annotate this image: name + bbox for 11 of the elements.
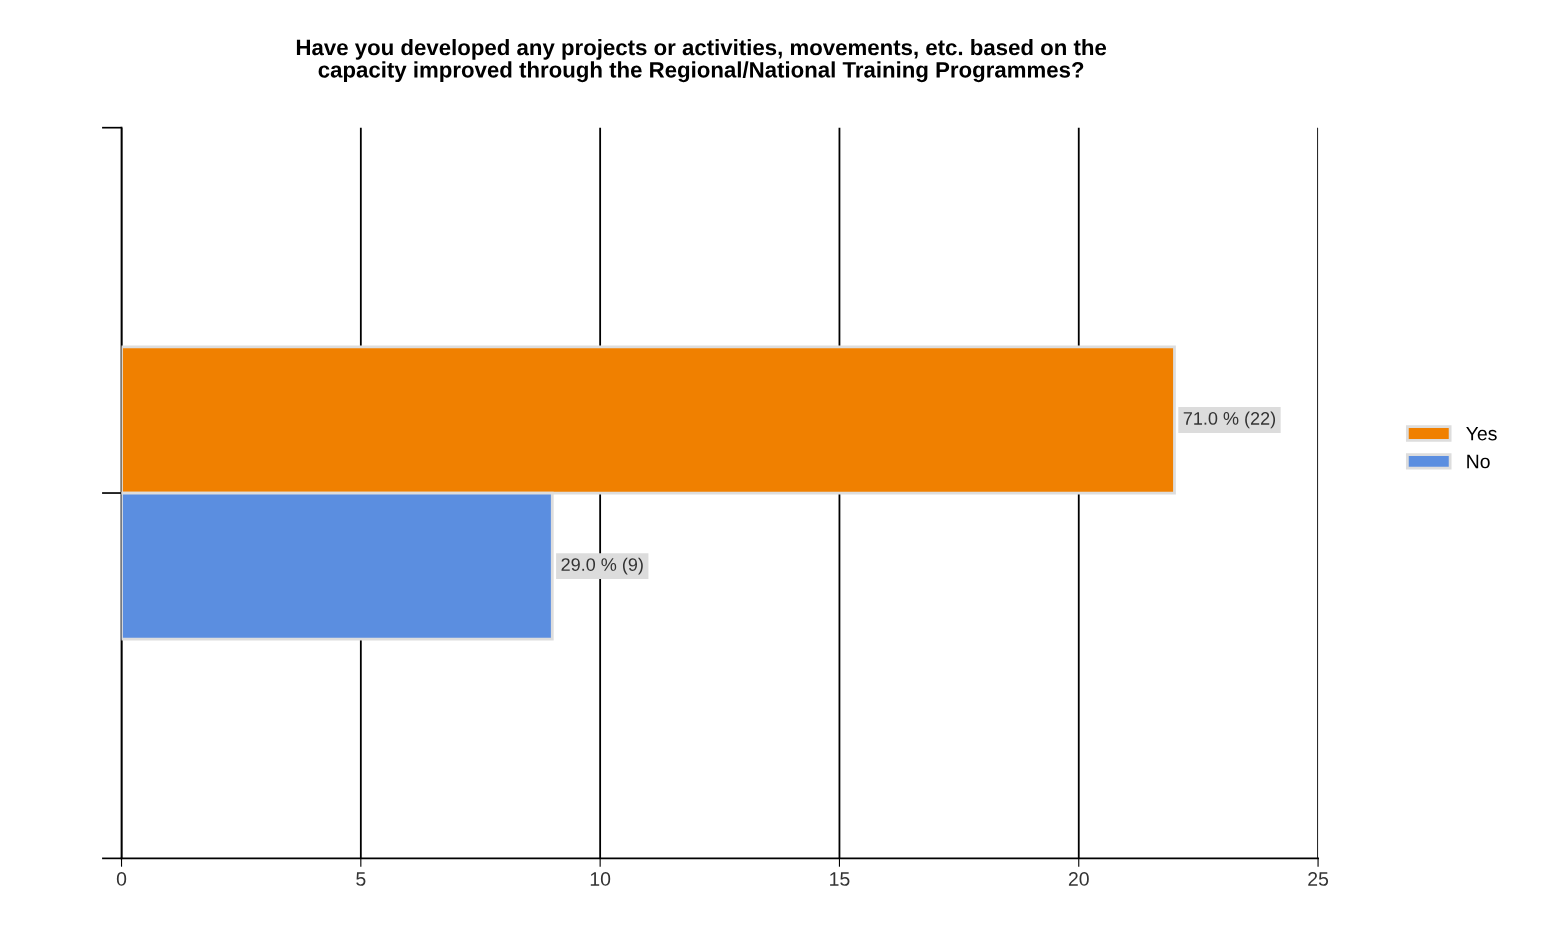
x-tick-label: 20 [1068, 872, 1089, 886]
legend-label: Yes [1466, 426, 1497, 441]
legend-label: No [1467, 454, 1490, 469]
data-label: 29.0 % (9) [561, 557, 643, 575]
data-label: 71.0 % (22) [1183, 411, 1276, 429]
x-tick-label: 5 [356, 872, 366, 886]
x-tick-label: 15 [830, 872, 850, 886]
x-tick-label: 25 [1308, 872, 1329, 886]
chart-title: Have you developed any projects or activities, movements, etc. based on the capacity improved through the Regional/National Training Programmes? [296, 39, 1107, 83]
x-tick-label: 10 [590, 872, 611, 886]
x-tick-label: 0 [116, 872, 127, 886]
